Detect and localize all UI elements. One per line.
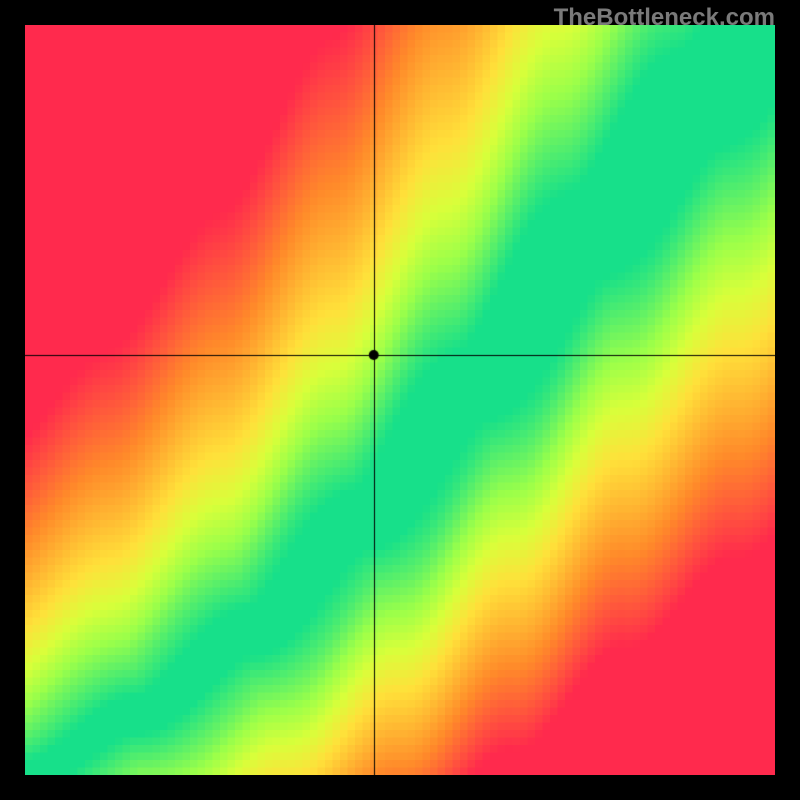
crosshair-overlay — [25, 25, 775, 775]
watermark-label: TheBottleneck.com — [554, 4, 775, 32]
chart-container: TheBottleneck.com — [0, 0, 800, 800]
